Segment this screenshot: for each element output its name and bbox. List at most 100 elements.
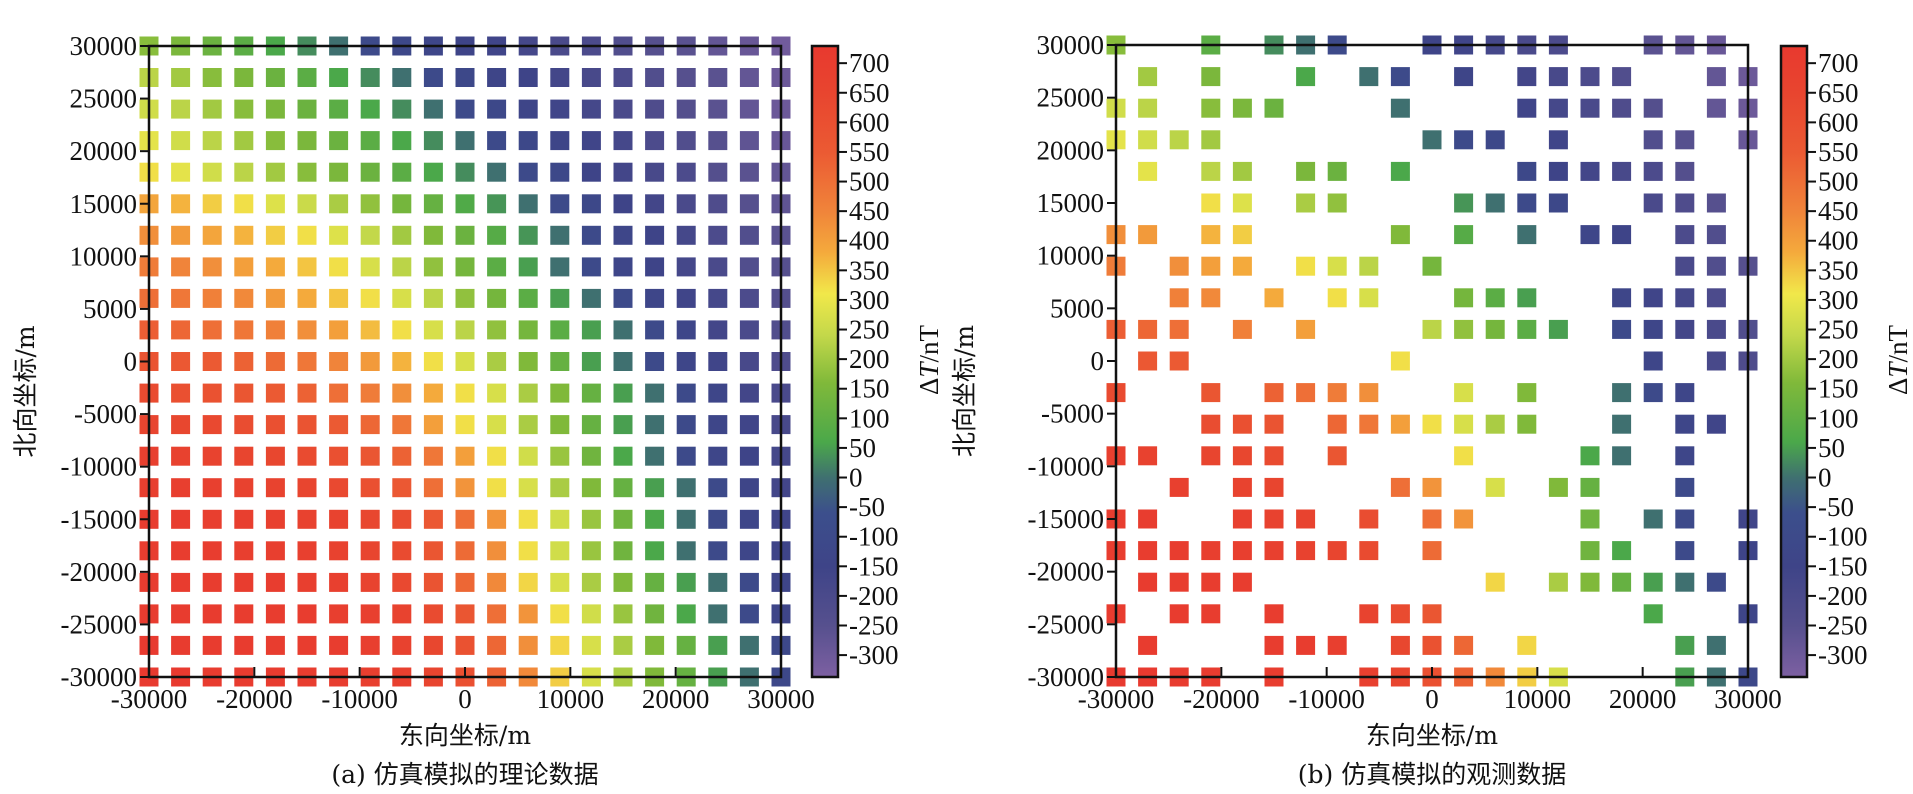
data-cell — [202, 225, 222, 245]
colorbar-tick-label: 250 — [1818, 315, 1859, 345]
data-cell — [550, 288, 570, 308]
data-cell — [676, 383, 696, 403]
data-cell — [1232, 541, 1252, 561]
data-cell — [1264, 509, 1284, 529]
data-cell — [297, 635, 317, 655]
data-cell — [392, 162, 412, 182]
data-cell — [1675, 161, 1695, 181]
data-cell — [297, 604, 317, 624]
data-cell — [329, 131, 349, 151]
data-cell — [613, 383, 633, 403]
data-cell — [739, 320, 759, 340]
data-cell — [708, 288, 728, 308]
data-cell — [1612, 67, 1632, 87]
data-cell — [455, 352, 475, 371]
data-cell — [1390, 351, 1410, 371]
data-cell — [1138, 67, 1158, 87]
data-cell — [613, 99, 633, 119]
y-tick-label: 10000 — [1037, 241, 1105, 271]
data-cell — [455, 288, 475, 308]
data-cell — [234, 257, 254, 277]
data-cell — [739, 162, 759, 182]
data-cell — [265, 288, 285, 308]
data-cell — [550, 635, 570, 655]
data-cell — [581, 68, 601, 87]
data-cell — [1675, 130, 1695, 150]
data-cell — [234, 478, 254, 498]
data-cell — [1485, 477, 1505, 497]
data-cell — [1138, 635, 1158, 655]
data-cell — [171, 288, 191, 308]
data-cell — [1706, 572, 1726, 592]
data-cell — [297, 225, 317, 245]
data-cell — [613, 162, 633, 182]
data-cell — [360, 68, 380, 87]
data-cell — [1422, 477, 1442, 497]
colorbar-label-delta: Δ — [1883, 378, 1913, 395]
data-cell — [1327, 446, 1347, 466]
data-cell — [1327, 256, 1347, 276]
data-cell — [613, 415, 633, 435]
data-cell — [581, 99, 601, 119]
data-cell — [234, 288, 254, 308]
data-cell — [1201, 604, 1221, 624]
data-cell — [1169, 288, 1189, 308]
x-tick-label: 30000 — [747, 684, 815, 714]
y-tick-label: -15000 — [61, 504, 138, 534]
colorbar-tick-label: 300 — [849, 285, 890, 315]
data-cell — [455, 604, 475, 624]
data-cell — [1201, 414, 1221, 434]
data-cell — [708, 131, 728, 151]
data-cell — [1232, 319, 1252, 339]
data-cell — [1454, 319, 1474, 339]
data-cell — [1675, 319, 1695, 339]
data-cell — [645, 162, 665, 182]
data-cell — [1454, 288, 1474, 308]
data-cell — [581, 541, 601, 561]
y-tick-label: 5000 — [1050, 293, 1104, 323]
data-cell — [645, 415, 665, 435]
data-cell — [1706, 256, 1726, 276]
data-cell — [265, 352, 285, 371]
data-cell — [518, 635, 538, 655]
data-cell — [1201, 161, 1221, 181]
data-cell — [1422, 319, 1442, 339]
colorbar-tick-label: 250 — [849, 315, 890, 345]
data-cell — [708, 194, 728, 214]
data-cell — [550, 352, 570, 371]
data-cell — [518, 509, 538, 529]
data-cell — [171, 509, 191, 529]
data-cell — [234, 68, 254, 87]
data-cell — [581, 635, 601, 655]
data-cell — [1580, 541, 1600, 561]
data-cell — [1169, 351, 1189, 371]
panel-b-x-ticks: -30000 -20000 -10000 0 10000 20000 30000 — [1078, 667, 1782, 714]
data-cell — [1675, 446, 1695, 466]
data-cell — [581, 383, 601, 403]
data-cell — [265, 194, 285, 214]
panel-a-colorbar-label: ΔT/nT — [914, 325, 944, 395]
data-cell — [581, 257, 601, 277]
data-cell — [645, 320, 665, 340]
colorbar-tick-label: 550 — [1818, 137, 1859, 167]
data-cell — [487, 572, 507, 592]
data-cell — [392, 99, 412, 119]
data-cell — [265, 257, 285, 277]
data-cell — [581, 478, 601, 498]
data-cell — [297, 99, 317, 119]
y-tick-label: -10000 — [61, 452, 138, 482]
colorbar-tick-label: 600 — [849, 107, 890, 137]
data-cell — [1643, 288, 1663, 308]
panel-a-x-ticks: -30000 -20000 -10000 0 10000 20000 30000 — [111, 667, 815, 714]
data-cell — [297, 352, 317, 371]
data-cell — [1390, 67, 1410, 87]
data-cell — [234, 541, 254, 561]
data-cell — [1390, 604, 1410, 624]
data-cell — [613, 478, 633, 498]
colorbar-tick-label: 650 — [1818, 78, 1859, 108]
data-cell — [1675, 256, 1695, 276]
data-cell — [676, 352, 696, 371]
data-cell — [423, 572, 443, 592]
colorbar-tick-label: 450 — [849, 196, 890, 226]
panel-a-y-ticks: 30000 25000 20000 15000 10000 5000 0 -5000 -1000… — [61, 31, 149, 692]
